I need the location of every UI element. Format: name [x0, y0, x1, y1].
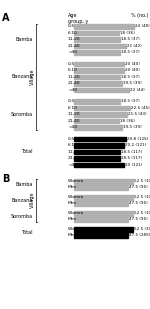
Bar	[74, 99, 120, 104]
Text: 47.5 (285): 47.5 (285)	[129, 233, 150, 237]
Text: 11-20: 11-20	[68, 150, 81, 154]
Bar	[74, 185, 128, 189]
Text: 21 (42): 21 (42)	[127, 44, 142, 48]
Text: 20.2 (121): 20.2 (121)	[125, 143, 146, 147]
Text: 20 (40): 20 (40)	[125, 68, 140, 72]
Text: >40: >40	[68, 50, 77, 54]
Text: 6-10: 6-10	[68, 143, 78, 147]
Text: B: B	[2, 174, 9, 184]
Text: 0-5: 0-5	[68, 99, 75, 103]
Text: 18.5 (37): 18.5 (37)	[121, 75, 140, 79]
Text: Banzana: Banzana	[12, 198, 33, 203]
Text: A: A	[2, 13, 9, 23]
Bar	[74, 44, 126, 48]
Text: >40: >40	[68, 88, 77, 92]
Text: Banzana: Banzana	[12, 74, 33, 79]
Bar	[74, 227, 133, 231]
Text: 52.5 (105): 52.5 (105)	[134, 179, 150, 183]
Text: Age
group, y: Age group, y	[68, 13, 88, 24]
Bar	[74, 118, 119, 123]
Text: Men: Men	[68, 201, 77, 205]
Text: Women: Women	[68, 227, 84, 231]
Text: 6-10: 6-10	[68, 31, 78, 35]
Bar	[74, 105, 130, 110]
Bar	[74, 163, 124, 167]
Text: Men: Men	[68, 185, 77, 189]
Bar	[74, 211, 133, 215]
Text: 52.5 (103): 52.5 (103)	[134, 211, 150, 215]
Text: Soromba: Soromba	[11, 214, 33, 219]
Text: 0-5: 0-5	[68, 24, 75, 28]
Bar	[74, 217, 128, 222]
Text: Men: Men	[68, 233, 77, 237]
Bar	[74, 201, 128, 205]
Bar	[74, 61, 124, 66]
Text: 19.5 (39): 19.5 (39)	[123, 125, 142, 129]
Bar	[74, 233, 128, 238]
Text: Village: Village	[30, 192, 34, 209]
Bar	[74, 179, 133, 184]
Text: Women: Women	[68, 179, 84, 183]
Bar	[74, 87, 129, 92]
Text: 47.5 (95): 47.5 (95)	[129, 185, 147, 189]
Text: 21-40: 21-40	[68, 119, 81, 123]
Bar	[74, 195, 133, 200]
Text: 20 (121): 20 (121)	[125, 163, 142, 167]
Text: 21-40: 21-40	[68, 44, 81, 48]
Text: 20 (40): 20 (40)	[125, 62, 140, 66]
Text: 18.5 (117): 18.5 (117)	[121, 150, 142, 154]
Text: 21-40: 21-40	[68, 156, 81, 160]
Text: 11-20: 11-20	[68, 37, 81, 41]
Text: 52.5 (313): 52.5 (313)	[134, 227, 150, 231]
Text: 18.5 (117): 18.5 (117)	[121, 156, 142, 160]
Bar	[74, 137, 126, 141]
Text: 20.8 (125): 20.8 (125)	[127, 137, 148, 141]
Text: 22 (44): 22 (44)	[130, 88, 144, 92]
Bar	[74, 150, 120, 154]
Bar	[74, 50, 120, 54]
Text: 47.5 (95): 47.5 (95)	[129, 201, 147, 205]
Text: Total: Total	[21, 149, 33, 154]
Text: 11-20: 11-20	[68, 112, 81, 116]
Text: Soromba: Soromba	[11, 112, 33, 117]
Bar	[74, 156, 120, 160]
Text: >40: >40	[68, 125, 77, 129]
Text: >40: >40	[68, 163, 77, 167]
Text: Women: Women	[68, 211, 84, 215]
Bar	[74, 112, 127, 116]
Text: Bamba: Bamba	[16, 37, 33, 42]
Text: 22.5 (45): 22.5 (45)	[131, 106, 150, 110]
Text: 18 (36): 18 (36)	[120, 119, 135, 123]
Text: 11-20: 11-20	[68, 75, 81, 79]
Text: Village: Village	[30, 69, 34, 85]
Bar	[74, 31, 119, 35]
Bar	[74, 68, 124, 73]
Text: 21.5 (43): 21.5 (43)	[128, 112, 147, 116]
Text: 18.5 (37): 18.5 (37)	[121, 99, 140, 103]
Bar	[74, 74, 120, 79]
Bar	[74, 24, 134, 28]
Text: 6-10: 6-10	[68, 68, 78, 72]
Text: 18 (36): 18 (36)	[120, 31, 135, 35]
Text: % (no.): % (no.)	[131, 13, 148, 18]
Text: 24 (48): 24 (48)	[135, 24, 149, 28]
Text: 18.5 (37): 18.5 (37)	[121, 37, 140, 41]
Text: 0-5: 0-5	[68, 62, 75, 66]
Text: 6-10: 6-10	[68, 106, 78, 110]
Text: Men: Men	[68, 217, 77, 221]
Text: 0-5: 0-5	[68, 137, 75, 141]
Text: 52.5 (105): 52.5 (105)	[134, 195, 150, 199]
Text: Women: Women	[68, 195, 84, 199]
Bar	[74, 81, 122, 86]
Bar	[74, 37, 120, 41]
Text: Bamba: Bamba	[16, 182, 33, 187]
Text: 47.5 (95): 47.5 (95)	[129, 217, 147, 221]
Text: 18.5 (37): 18.5 (37)	[121, 50, 140, 54]
Text: 21-40: 21-40	[68, 81, 81, 85]
Text: Total: Total	[21, 230, 33, 235]
Bar	[74, 125, 122, 129]
Bar	[74, 143, 124, 147]
Text: 19.5 (39): 19.5 (39)	[123, 81, 142, 85]
